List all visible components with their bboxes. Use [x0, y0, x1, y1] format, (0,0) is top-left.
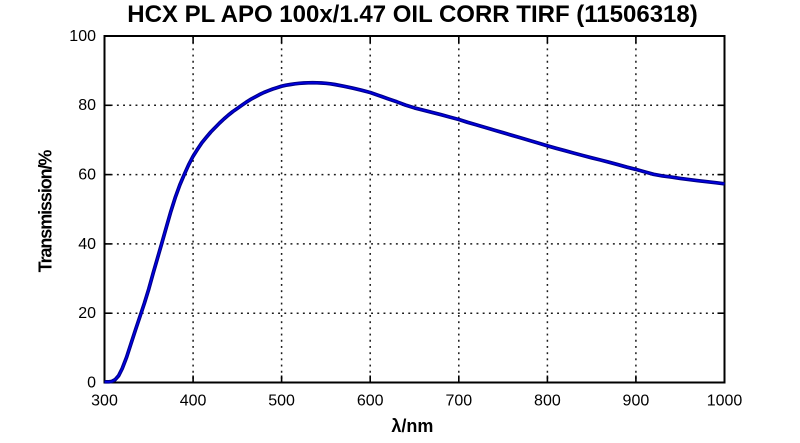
svg-text:400: 400	[180, 393, 207, 410]
svg-text:λ/nm: λ/nm	[391, 416, 433, 436]
svg-text:700: 700	[445, 393, 472, 410]
svg-text:500: 500	[268, 393, 295, 410]
svg-text:900: 900	[623, 393, 650, 410]
svg-text:300: 300	[91, 393, 118, 410]
svg-text:20: 20	[78, 305, 96, 322]
svg-text:600: 600	[357, 393, 384, 410]
svg-text:80: 80	[78, 97, 96, 114]
svg-text:40: 40	[78, 236, 96, 253]
svg-text:Transmission/%: Transmission/%	[36, 150, 56, 273]
svg-text:100: 100	[69, 28, 96, 45]
svg-text:HCX PL APO 100x/1.47 OIL CORR: HCX PL APO 100x/1.47 OIL CORR TIRF (1150…	[127, 1, 697, 28]
svg-text:60: 60	[78, 167, 96, 184]
svg-text:800: 800	[534, 393, 561, 410]
svg-text:1000: 1000	[707, 393, 743, 410]
svg-text:0: 0	[87, 374, 96, 391]
